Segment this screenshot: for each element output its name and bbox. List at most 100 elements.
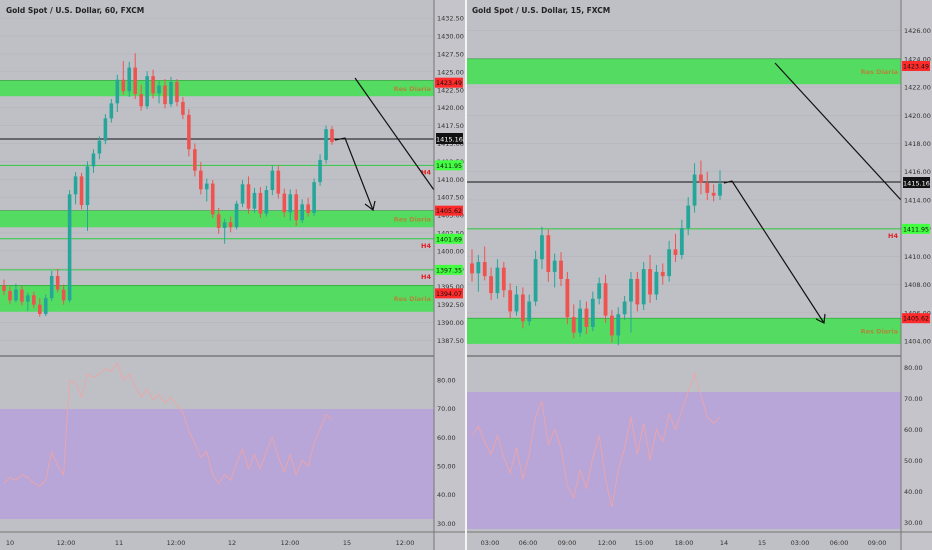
time-tick-label: 15 [343, 539, 351, 547]
rsi-tick-label: 40.00 [437, 491, 456, 499]
candle-body [139, 94, 143, 107]
left-current-price-tag: 1415.16 [436, 133, 463, 144]
resistance-price-label: 1394.07 [436, 291, 462, 298]
candle-body [145, 76, 149, 107]
candle-body [91, 153, 96, 167]
candle-body [306, 204, 310, 213]
rsi-tick-label: 30.00 [904, 519, 923, 527]
h4-price-label: 1401.69 [436, 236, 462, 243]
zone-label: Res Diaria [394, 215, 431, 223]
candle-body [489, 276, 493, 294]
candle-body [679, 228, 684, 255]
price-tick-label: 1426.00 [904, 27, 931, 35]
candle-body [37, 304, 42, 314]
candle-body [597, 283, 602, 299]
h4-price-tag [902, 223, 930, 234]
time-tick-label: 11 [115, 539, 123, 547]
candle-body [571, 317, 576, 333]
zone-label: Res Diaria [861, 328, 898, 336]
time-tick-label: 09:00 [558, 539, 577, 547]
left-projection-arrows [334, 77, 435, 212]
right-chart-panel[interactable]: Res Diaria Res Diaria H4 Gold Spot / U.S.… [467, 0, 932, 550]
left-price-tags: 1423.49 1405.62 1394.07 1411.95 1401.69 1397.… [435, 77, 463, 299]
resistance-zone [0, 285, 434, 312]
rsi-tick-label: 30.00 [437, 520, 456, 528]
candle-body [169, 81, 173, 105]
candle-body [14, 289, 18, 301]
candle-body [324, 129, 328, 160]
candle-body [32, 295, 36, 305]
time-tick-label: 06:00 [519, 539, 538, 547]
h4-price-label: 1411.95 [436, 163, 462, 170]
candle-body [49, 275, 54, 299]
candle-body [641, 269, 646, 305]
candle-body [216, 214, 221, 228]
right-rsi-band [467, 392, 901, 529]
h4-label: H4 [421, 242, 431, 250]
rsi-tick-label: 70.00 [904, 395, 923, 403]
time-tick-label: 12:00 [57, 539, 76, 547]
candle-body [157, 85, 161, 94]
zone-label: Res Diaria [394, 295, 431, 303]
candle-body [495, 267, 500, 294]
left-arrow-head [364, 200, 376, 212]
price-tick-label: 1414.00 [904, 196, 931, 204]
candle-body [115, 79, 120, 104]
resistance-zone [0, 80, 434, 97]
candle-body [609, 315, 614, 336]
resistance-zone [467, 318, 901, 344]
rsi-tick-label: 80.00 [904, 364, 923, 372]
left-candlesticks [2, 53, 334, 317]
rsi-tick-label: 80.00 [437, 377, 456, 385]
candle-body [246, 184, 251, 209]
candle-body [294, 194, 299, 221]
time-tick-label: 03:00 [481, 539, 500, 547]
right-resistance-zones: Res Diaria Res Diaria [467, 58, 901, 344]
candle-body [590, 298, 595, 327]
candle-body [264, 190, 269, 214]
candle-body [654, 271, 659, 295]
candle-body [258, 192, 263, 214]
time-tick-label: 12:00 [598, 539, 617, 547]
candle-body [711, 192, 716, 196]
candle-body [222, 222, 227, 228]
price-tick-label: 1410.00 [437, 176, 464, 184]
candle-body [552, 260, 557, 272]
right-projection-arrows [723, 62, 902, 324]
resistance-price-tag [435, 77, 463, 88]
candle-body [151, 76, 155, 94]
candle-body [578, 308, 583, 333]
price-tick-label: 1432.50 [437, 15, 464, 23]
price-tick-label: 1418.00 [904, 140, 931, 148]
rsi-tick-label: 60.00 [904, 426, 923, 434]
right-h4-lines: H4 [467, 228, 901, 240]
right-projection-arrow [723, 180, 825, 324]
right-chart-title: Gold Spot / U.S. Dollar, 15, FXCM [472, 6, 610, 15]
left-trend-arrow-line [354, 77, 435, 191]
candle-body [240, 184, 245, 204]
price-tick-label: 1410.00 [904, 253, 931, 261]
candle-body [175, 81, 179, 102]
candle-body [718, 183, 722, 196]
left-price-axis[interactable] [434, 0, 465, 550]
rsi-tick-label: 50.00 [904, 457, 923, 465]
candle-body [686, 205, 691, 229]
h4-price-tag [435, 233, 463, 244]
time-tick-label: 03:00 [791, 539, 810, 547]
right-arrow-head [815, 313, 826, 324]
price-tick-label: 1430.00 [437, 33, 464, 41]
candle-body [20, 289, 24, 302]
candle-body [533, 259, 538, 302]
candle-body [300, 204, 304, 221]
price-tick-label: 1422.00 [904, 84, 931, 92]
time-tick-label: 18:00 [675, 539, 694, 547]
right-price-axis[interactable] [901, 0, 932, 550]
candle-body [622, 301, 627, 315]
time-tick-label: 09:00 [868, 539, 887, 547]
candle-body [181, 101, 185, 115]
left-chart-panel[interactable]: Res Diaria Res Diaria Res Diaria H4 H4 H4 Go… [0, 0, 465, 550]
candle-body [546, 235, 551, 272]
candle-body [2, 285, 6, 292]
resistance-price-label: 1405.62 [436, 208, 462, 215]
